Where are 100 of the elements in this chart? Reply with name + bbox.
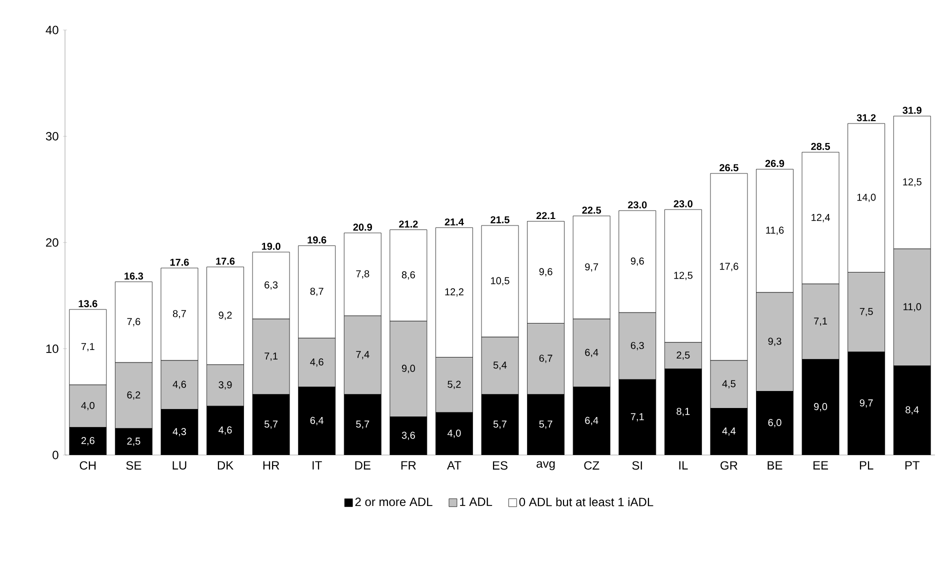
data-label: 6,7: [539, 354, 552, 363]
data-label: 9,7: [860, 399, 873, 408]
data-label: 12,2: [445, 288, 464, 297]
data-label: 7,4: [356, 351, 370, 360]
total-label: 28.5: [811, 142, 830, 150]
data-label: 12,4: [812, 214, 830, 222]
x-tick-label: DK: [218, 461, 234, 470]
x-tick-label: EE: [814, 461, 828, 470]
data-label: 6,3: [264, 281, 278, 290]
x-tick-label: PL: [860, 461, 874, 470]
x-tick-label: GR: [720, 461, 738, 470]
data-label: 5,2: [448, 380, 461, 390]
data-label: 9,3: [768, 338, 782, 346]
total-label: 26.5: [720, 164, 738, 172]
total-label: 21.2: [399, 220, 418, 228]
data-label: 7,6: [127, 318, 140, 326]
data-label: 7,1: [264, 352, 278, 361]
x-tick-label: CH: [80, 461, 96, 470]
legend-label: 1 ADL: [460, 498, 492, 506]
data-label: 6,0: [768, 419, 782, 428]
data-label: 6,4: [585, 348, 598, 358]
data-label: 6,4: [585, 416, 598, 426]
data-label: 2,5: [127, 438, 140, 446]
data-label: 8,7: [310, 288, 324, 296]
data-label: 6,2: [127, 391, 140, 400]
data-label: 2,5: [676, 352, 690, 360]
total-label: 13.6: [78, 300, 98, 308]
data-label: 12,5: [674, 272, 692, 280]
data-label: 4,3: [172, 428, 186, 436]
data-label: 4,6: [218, 426, 232, 435]
y-tick-label: 20: [46, 238, 58, 247]
data-label: 8,4: [906, 406, 919, 415]
data-label: 14,0: [857, 194, 876, 202]
x-tick-label: IL: [679, 461, 688, 470]
data-label: 7,1: [814, 318, 828, 326]
data-label: 4,5: [722, 380, 736, 388]
data-label: 8,1: [676, 408, 690, 416]
y-tick-label: 40: [46, 26, 58, 34]
data-label: 5,7: [264, 420, 278, 429]
x-tick-label: CZ: [584, 461, 600, 470]
y-tick-label: 30: [46, 132, 58, 140]
data-label: 4,0: [448, 430, 461, 438]
data-label: 6,4: [310, 416, 324, 426]
total-label: 22.1: [536, 212, 556, 220]
data-label: 2,6: [81, 437, 94, 446]
total-label: 21.4: [444, 218, 464, 226]
data-label: 5,4: [493, 362, 507, 370]
y-tick-label: 10: [46, 344, 58, 353]
data-label: 3,9: [218, 381, 232, 390]
data-label: 10,5: [491, 277, 510, 286]
x-tick-label: BE: [768, 461, 782, 470]
data-label: 12,5: [903, 178, 922, 187]
total-label: 19.0: [262, 242, 280, 250]
data-label: 4,6: [172, 380, 186, 390]
x-tick-label: AT: [447, 461, 462, 470]
x-tick-label: avg: [536, 461, 555, 470]
total-label: 31.2: [856, 114, 876, 122]
data-label: 9,6: [630, 257, 644, 266]
data-label: 8,6: [402, 271, 415, 280]
data-label: 9,0: [402, 364, 415, 374]
total-label: 23.0: [628, 201, 647, 208]
data-label: 9,2: [218, 312, 232, 320]
data-label: 7,1: [630, 413, 644, 422]
data-label: 11,6: [766, 226, 784, 235]
total-label: 20.9: [353, 224, 372, 231]
data-label: 4,4: [722, 428, 736, 436]
data-label: 5,7: [539, 420, 552, 429]
data-label: 9,0: [814, 403, 828, 412]
data-label: 17,6: [720, 262, 738, 272]
data-label: 7,1: [81, 343, 94, 352]
data-label: 7,5: [860, 308, 873, 316]
data-label: 9,7: [585, 263, 598, 272]
total-label: 17.6: [216, 258, 235, 265]
total-label: 19.6: [308, 236, 326, 244]
data-label: 5,7: [356, 420, 370, 429]
x-tick-label: FR: [401, 461, 416, 470]
total-label: 26.9: [765, 160, 784, 167]
x-tick-label: PT: [905, 461, 920, 470]
legend-label: 0 ADL but at least 1 iADL: [519, 497, 654, 506]
data-label: 8,7: [172, 310, 186, 318]
total-label: 31.9: [902, 106, 922, 114]
y-tick-label: 0: [52, 450, 58, 460]
x-tick-label: HR: [263, 461, 280, 470]
x-tick-label: IT: [312, 461, 322, 470]
data-label: 7,8: [356, 270, 370, 279]
data-label: 3,6: [402, 432, 415, 440]
x-tick-label: SE: [126, 461, 142, 470]
total-label: 23.0: [674, 200, 692, 208]
data-label: 11,0: [904, 303, 922, 312]
data-label: 9,6: [539, 268, 552, 276]
data-label: 4,6: [310, 358, 324, 367]
data-label: 6,3: [630, 342, 644, 350]
total-label: 17.6: [170, 258, 189, 266]
total-label: 22.5: [582, 206, 602, 214]
x-tick-label: ES: [492, 461, 508, 470]
legend-label: 2 or more ADL: [355, 498, 432, 506]
data-label: 5,7: [493, 420, 506, 429]
x-tick-label: SI: [632, 461, 642, 470]
data-label: 4,0: [81, 402, 94, 410]
total-label: 16.3: [124, 272, 144, 280]
